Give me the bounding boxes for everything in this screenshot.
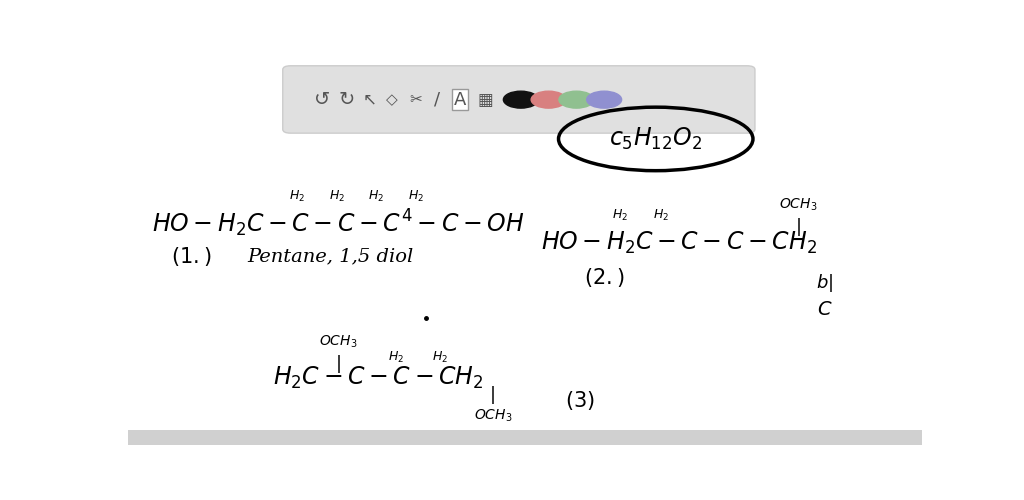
Circle shape xyxy=(504,91,539,108)
Text: $(3)$: $(3)$ xyxy=(565,389,595,412)
Text: Pentane, 1,5 diol: Pentane, 1,5 diol xyxy=(247,248,414,266)
Text: $( 2.)$: $( 2.)$ xyxy=(584,266,625,289)
Text: $b|$: $b|$ xyxy=(816,272,834,294)
Text: $H_2$: $H_2$ xyxy=(612,208,628,224)
Text: /: / xyxy=(434,90,440,108)
Text: $H_2$: $H_2$ xyxy=(289,189,305,204)
Text: $H_2$: $H_2$ xyxy=(409,189,424,204)
Circle shape xyxy=(587,91,622,108)
Text: $OCH_3$: $OCH_3$ xyxy=(779,196,818,212)
Text: $c_5H_{12}O_2$: $c_5H_{12}O_2$ xyxy=(609,126,702,152)
Text: ↖: ↖ xyxy=(364,90,377,108)
Bar xyxy=(128,430,922,445)
Text: $H_2$: $H_2$ xyxy=(653,208,670,224)
Text: A: A xyxy=(454,90,466,108)
Text: |: | xyxy=(490,386,496,404)
Circle shape xyxy=(559,91,594,108)
Text: $HO-H_2C-C-C-C^4-C-OH$: $HO-H_2C-C-C-C^4-C-OH$ xyxy=(152,208,524,240)
Text: $(1.)$: $(1.)$ xyxy=(171,245,212,268)
Text: ✂: ✂ xyxy=(409,92,422,107)
Text: |: | xyxy=(796,218,802,236)
Text: $H_2$: $H_2$ xyxy=(432,350,447,365)
Text: |: | xyxy=(335,355,341,373)
Text: $H_2$: $H_2$ xyxy=(388,350,404,365)
Circle shape xyxy=(531,91,566,108)
Text: ▦: ▦ xyxy=(477,90,493,108)
Text: $HO-H_2C-C-C-CH_2$: $HO-H_2C-C-C-CH_2$ xyxy=(541,230,817,256)
Text: $H_2$: $H_2$ xyxy=(369,189,384,204)
FancyBboxPatch shape xyxy=(283,66,755,133)
Text: $H_2C-C-C-CH_2$: $H_2C-C-C-CH_2$ xyxy=(273,364,484,390)
Text: $OCH_3$: $OCH_3$ xyxy=(474,408,512,424)
Text: $C$: $C$ xyxy=(817,301,833,320)
Text: ↺: ↺ xyxy=(314,90,331,109)
Text: $OCH_3$: $OCH_3$ xyxy=(319,334,357,350)
Text: ↻: ↻ xyxy=(338,90,354,109)
Text: ◇: ◇ xyxy=(386,92,398,107)
Text: $H_2$: $H_2$ xyxy=(329,189,345,204)
